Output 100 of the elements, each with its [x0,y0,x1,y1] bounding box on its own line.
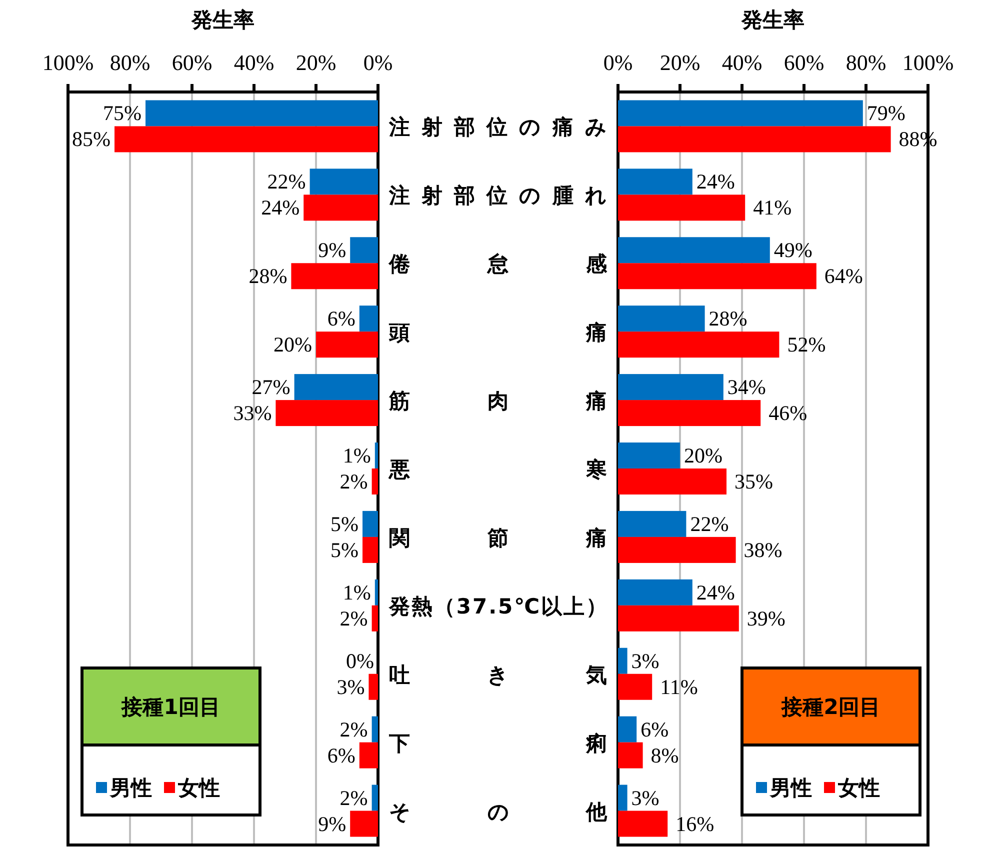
data-label: 2% [340,786,368,810]
bar [372,784,378,811]
data-label: 52% [787,332,826,357]
data-label: 0% [346,648,374,673]
bar [618,126,891,152]
bar [618,648,628,674]
bar [618,674,652,700]
data-label: 49% [774,238,812,262]
legend-label: 男性 [769,776,812,800]
bar [618,168,692,195]
bar [618,100,863,126]
legend-label: 男性 [109,776,152,800]
y-tick-label: 吐き気 [389,662,607,687]
bar [618,263,816,290]
data-label: 3% [631,648,660,673]
legend-label: 女性 [177,776,220,800]
bar [618,536,736,563]
y-tick-label: 倦怠感 [388,252,608,276]
bar [618,510,686,537]
data-label: 34% [727,375,766,400]
data-label: 6% [327,743,356,768]
data-label: 1% [342,444,371,468]
x-tick-label: 40% [234,50,274,75]
bar [618,742,643,768]
data-label: 20% [274,332,312,357]
data-label: 24% [261,196,300,220]
data-label: 6% [640,717,669,742]
data-label: 3% [631,786,660,810]
bar [618,332,780,358]
x-tick-label: 100% [902,50,954,75]
bar [618,468,726,494]
bar [276,400,378,426]
x-axis-title: 発生率 [190,8,254,32]
bar [359,742,378,768]
data-label: 2% [340,470,368,494]
x-tick-label: 20% [296,50,336,75]
data-label: 79% [866,101,906,126]
data-label: 35% [734,470,773,494]
bar [618,579,692,606]
x-tick-label: 60% [784,50,824,75]
data-label: 41% [753,196,792,220]
data-label: 2% [340,717,368,742]
bar [618,194,746,221]
bar [114,126,378,152]
bar [618,374,724,400]
x-tick-label: 0% [363,50,393,75]
data-label: 28% [248,264,288,288]
bar [146,100,378,126]
data-label: 24% [696,580,735,604]
data-label: 22% [267,170,306,194]
data-label: 3% [336,674,365,699]
data-label: 5% [330,512,358,536]
bar [294,374,378,400]
bar [374,442,378,468]
bar [362,510,378,537]
y-tick-label: 筋肉痛 [388,389,607,414]
data-label: 75% [103,101,142,126]
data-label: 24% [696,170,735,194]
bar [362,536,378,563]
data-label: 2% [340,606,368,630]
x-axis-title: 発生率 [740,8,804,32]
data-label: 46% [768,401,808,426]
y-tick-label: 注射部位の痛み [388,115,607,140]
bar [618,306,705,332]
text: 接種1回目 [120,695,220,719]
bar [618,442,680,468]
bar [618,400,761,426]
data-label: 9% [318,812,346,836]
bar [618,810,668,837]
x-tick-label: 80% [110,50,150,75]
bar [350,810,378,837]
data-label: 39% [746,606,786,630]
y-tick-label: 頭痛 [388,320,607,345]
y-tick-label: 発熱（37.5℃以上） [388,594,607,618]
bar [618,605,739,632]
data-label: 11% [660,674,698,699]
data-label: 64% [824,264,863,288]
data-label: 9% [318,238,346,262]
bar [350,237,378,264]
y-tick-label: 悪寒 [388,458,607,482]
data-label: 85% [72,127,110,152]
bar [359,306,378,332]
data-label: 16% [676,812,714,836]
data-label: 6% [327,306,356,331]
bar [304,194,378,221]
bar [372,716,378,742]
x-tick-label: 20% [660,50,700,75]
legend-label: 女性 [837,776,880,800]
bar [374,579,378,606]
bar [618,784,628,811]
bar [316,332,378,358]
bar [291,263,378,290]
x-tick-label: 80% [846,50,886,75]
data-label: 27% [252,375,290,400]
data-label: 22% [690,512,729,536]
data-label: 1% [342,580,371,604]
data-label: 38% [744,538,782,562]
y-tick-label: 下痢 [388,731,607,756]
x-tick-label: 0% [603,50,633,75]
bar [310,168,378,195]
